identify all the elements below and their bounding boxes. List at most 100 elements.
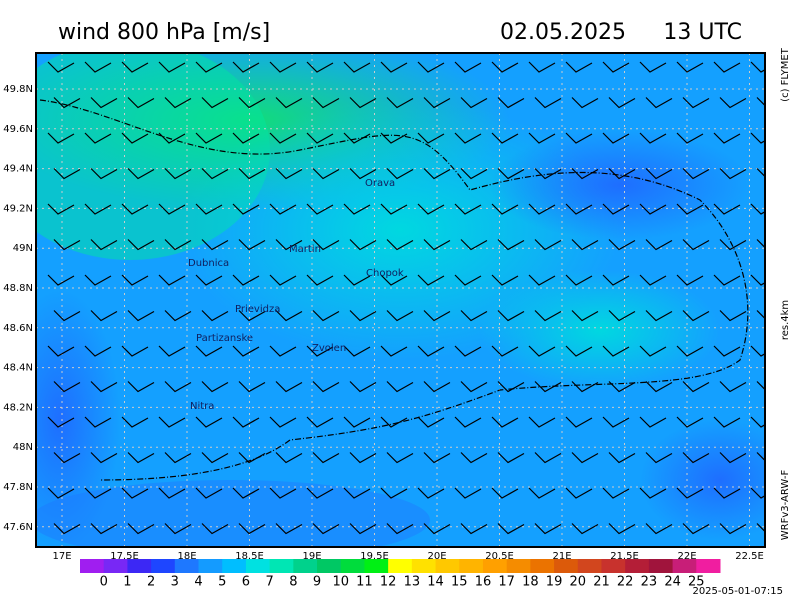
colorbar-cell (577, 559, 602, 573)
wind-barb (417, 416, 445, 428)
colorbar-label: 21 (593, 575, 610, 590)
wind-barb (238, 523, 266, 535)
wind-barb (528, 416, 556, 428)
wind-barb (713, 203, 741, 215)
wind-barb (602, 132, 630, 144)
wind-barb (602, 203, 630, 215)
wind-barb (158, 345, 186, 357)
colorbar-cell (388, 559, 413, 573)
wind-barb (645, 452, 673, 464)
wind-barb (201, 97, 229, 109)
wind-barb (47, 132, 75, 144)
wind-barb (719, 381, 747, 393)
wind-barb (571, 97, 599, 109)
title: wind 800 hPa [m/s] (58, 20, 270, 45)
city: Martin (289, 244, 321, 255)
lon-label: 20.5E (485, 551, 514, 562)
colorbar-cell (672, 559, 697, 573)
wind-barb (238, 168, 266, 180)
wind-barb (676, 274, 704, 286)
wind-barb (682, 168, 710, 180)
wind-barb (269, 345, 297, 357)
colorbar-cell (174, 559, 200, 573)
wind-barb (497, 523, 525, 535)
wind-barb (534, 310, 562, 322)
wind-barb (232, 416, 260, 428)
wind-barb (682, 239, 710, 251)
wind-barb (454, 416, 482, 428)
wind-barb (164, 310, 192, 322)
colorbar-label: 17 (498, 575, 515, 590)
colorbar-label: 19 (546, 575, 563, 590)
wind-barb (423, 310, 451, 322)
wind-barb (608, 381, 636, 393)
wind-barb (90, 310, 118, 322)
colorbar-cell (269, 559, 294, 573)
wind-barb (423, 452, 451, 464)
colorbar-label: 3 (171, 575, 179, 590)
wind-barb (164, 239, 192, 251)
wind-barb (84, 345, 112, 357)
wind-barb (349, 381, 377, 393)
wind-barb (682, 523, 710, 535)
colorbar-cell (625, 559, 650, 573)
wind-barb (349, 310, 377, 322)
wind-barb (756, 239, 765, 249)
wind-barb (719, 452, 747, 464)
wind-barb (90, 452, 118, 464)
colorbar-label: 24 (664, 575, 681, 590)
wind-barb (343, 203, 371, 215)
wind-barb (312, 168, 340, 180)
border (39, 99, 749, 481)
wind-barb (454, 61, 482, 73)
wind-barb (195, 132, 223, 144)
wind-barb (306, 487, 334, 499)
wind-barb (238, 310, 266, 322)
wind-barb (565, 274, 593, 286)
colorbar-label: 13 (404, 575, 421, 590)
wind-barb (269, 274, 297, 286)
colorbar-cell (364, 559, 389, 573)
wind-barb (201, 239, 229, 251)
wind-barb (639, 203, 667, 215)
lon-label: 18E (177, 551, 196, 562)
colorbar-cell (127, 559, 152, 573)
colorbar-label: 8 (289, 575, 297, 590)
wind-barb (460, 452, 488, 464)
lon-label: 18.5E (235, 551, 264, 562)
wind-barb (497, 168, 525, 180)
wind-barb (534, 523, 562, 535)
wind-barb (713, 487, 741, 499)
wind-barb (121, 61, 149, 73)
wind-barb (84, 132, 112, 144)
colorbar-cell (554, 559, 579, 573)
lat-label: 49N (13, 243, 33, 254)
wind-barb (423, 168, 451, 180)
wind-barb (639, 487, 667, 499)
wind-barb (349, 239, 377, 251)
wind-barb (608, 452, 636, 464)
wind-barb (528, 345, 556, 357)
wind-barb (158, 61, 186, 73)
lon-label: 21E (552, 551, 571, 562)
wind-barb (386, 168, 414, 180)
time: 13 UTC (663, 20, 742, 45)
wind-barb (460, 97, 488, 109)
wind-barb (608, 523, 636, 535)
wind-barb (343, 345, 371, 357)
colorbar-cell (293, 559, 318, 573)
wind-barb (121, 487, 149, 499)
wind-barb (269, 203, 297, 215)
wind-barb (195, 203, 223, 215)
wind-barb (47, 416, 75, 428)
wind-barb (645, 523, 673, 535)
wind-barb (528, 132, 556, 144)
wind-barb (343, 487, 371, 499)
wind-barb (713, 132, 741, 144)
wind-barb (90, 523, 118, 535)
wind-barb (417, 345, 445, 357)
wind-barb (127, 97, 155, 109)
wind-barb (417, 203, 445, 215)
wind-barb (528, 203, 556, 215)
